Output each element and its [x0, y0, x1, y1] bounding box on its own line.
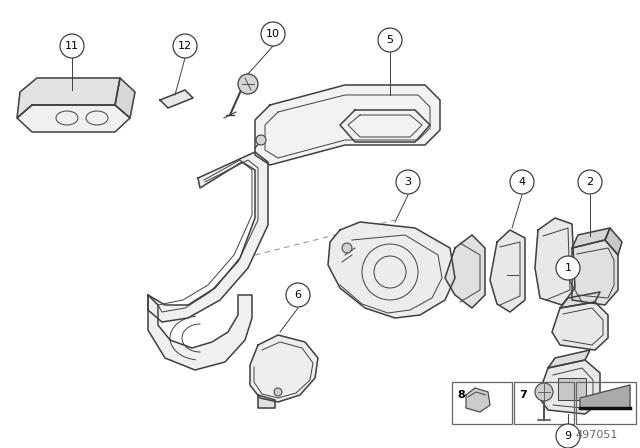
Text: 12: 12: [178, 41, 192, 51]
Circle shape: [556, 256, 580, 280]
Circle shape: [274, 388, 282, 396]
Polygon shape: [552, 302, 608, 350]
Polygon shape: [250, 335, 318, 402]
Polygon shape: [258, 395, 275, 408]
Polygon shape: [605, 228, 622, 255]
Polygon shape: [466, 388, 490, 412]
Circle shape: [578, 170, 602, 194]
Polygon shape: [538, 360, 600, 414]
Text: 3: 3: [404, 177, 412, 187]
Polygon shape: [572, 240, 618, 305]
Text: 7: 7: [519, 390, 527, 400]
Circle shape: [510, 170, 534, 194]
Circle shape: [556, 424, 580, 448]
Text: 6: 6: [294, 290, 301, 300]
Circle shape: [378, 28, 402, 52]
Bar: [576, 382, 636, 424]
Polygon shape: [580, 385, 630, 408]
Text: 8: 8: [457, 390, 465, 400]
Circle shape: [256, 135, 266, 145]
Text: 497051: 497051: [575, 430, 618, 440]
Polygon shape: [328, 222, 455, 318]
Circle shape: [173, 34, 197, 58]
Circle shape: [342, 243, 352, 253]
Polygon shape: [115, 78, 135, 118]
Polygon shape: [445, 235, 485, 308]
Polygon shape: [160, 90, 193, 108]
Circle shape: [60, 34, 84, 58]
Text: 5: 5: [387, 35, 394, 45]
Circle shape: [238, 74, 258, 94]
Polygon shape: [560, 292, 600, 308]
Polygon shape: [548, 350, 590, 368]
Polygon shape: [490, 230, 525, 312]
Polygon shape: [148, 152, 268, 322]
Polygon shape: [340, 110, 430, 142]
Polygon shape: [535, 218, 575, 305]
Polygon shape: [572, 228, 610, 248]
Bar: [514, 382, 574, 424]
Polygon shape: [17, 78, 120, 118]
Polygon shape: [255, 85, 440, 165]
Circle shape: [396, 170, 420, 194]
Text: 10: 10: [266, 29, 280, 39]
Circle shape: [286, 283, 310, 307]
Circle shape: [535, 383, 553, 401]
Bar: [558, 378, 586, 400]
Polygon shape: [17, 105, 130, 132]
Text: 4: 4: [518, 177, 525, 187]
Text: 2: 2: [586, 177, 593, 187]
Text: 9: 9: [564, 431, 572, 441]
Text: 1: 1: [564, 263, 572, 273]
Bar: [452, 382, 512, 424]
Polygon shape: [148, 295, 252, 370]
Circle shape: [261, 22, 285, 46]
Text: 11: 11: [65, 41, 79, 51]
